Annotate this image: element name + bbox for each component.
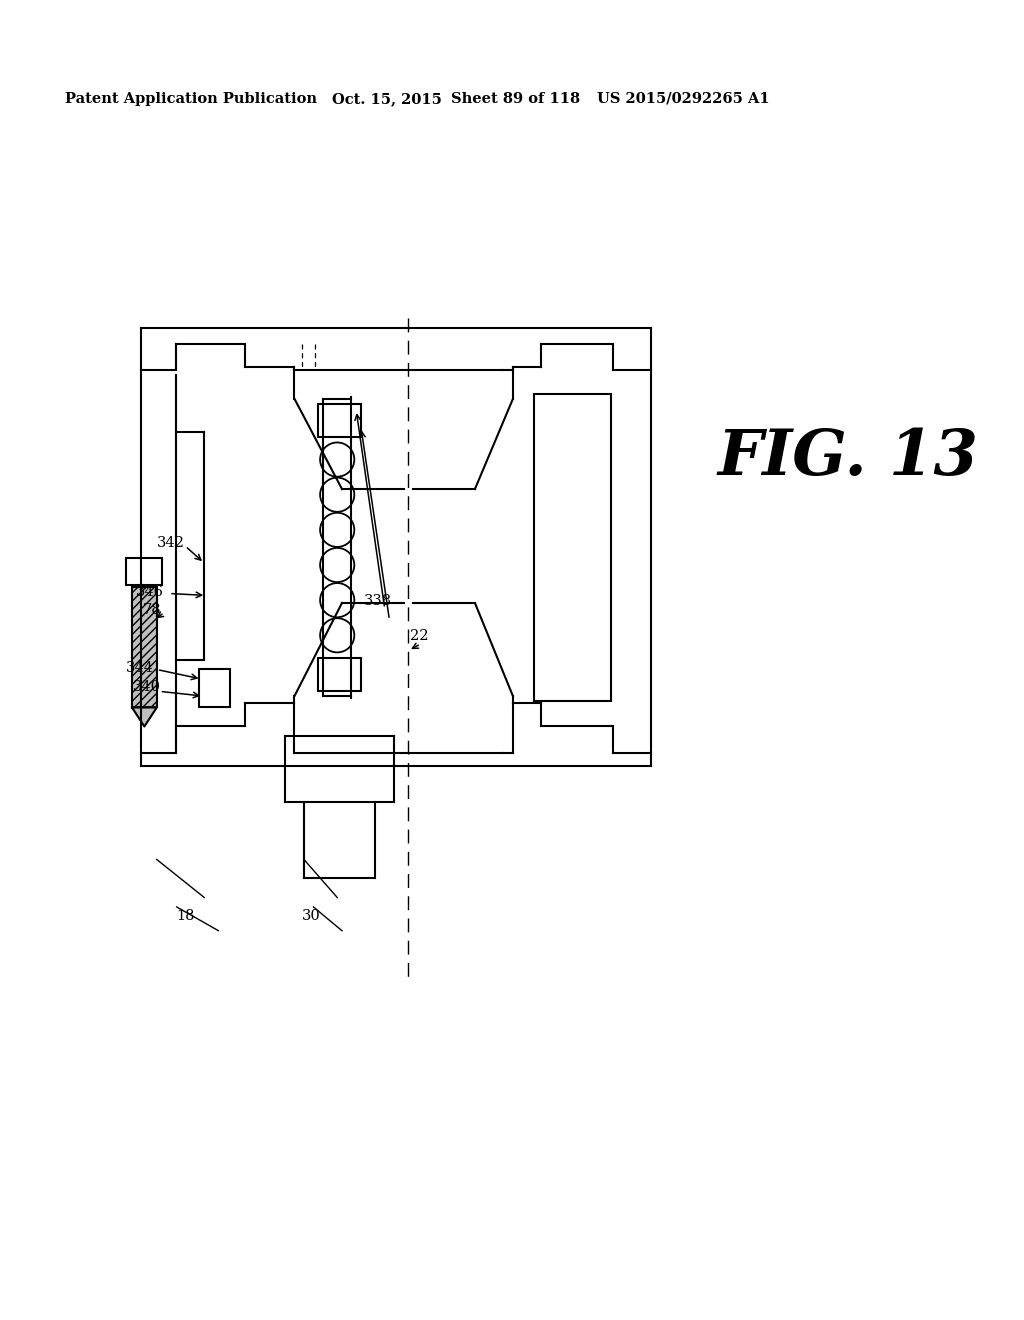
Bar [318,659,360,692]
Text: FIG. 13: FIG. 13 [717,428,978,488]
Text: 338: 338 [364,594,392,609]
Text: 340: 340 [133,680,161,693]
Text: 346: 346 [136,585,164,598]
Text: 342: 342 [157,536,184,550]
Bar [132,587,157,708]
Text: Oct. 15, 2015: Oct. 15, 2015 [333,92,442,106]
Text: 22: 22 [411,630,429,643]
Bar [318,404,360,437]
Polygon shape [132,708,157,726]
Bar [126,558,163,585]
Text: US 2015/0292265 A1: US 2015/0292265 A1 [597,92,769,106]
Text: 30: 30 [302,909,321,924]
Text: Patent Application Publication: Patent Application Publication [65,92,316,106]
Text: 344: 344 [126,660,155,675]
Text: 18: 18 [177,909,196,924]
Bar [534,395,610,701]
Text: Sheet 89 of 118: Sheet 89 of 118 [452,92,581,106]
Text: 78: 78 [142,603,161,616]
Bar [200,669,229,708]
